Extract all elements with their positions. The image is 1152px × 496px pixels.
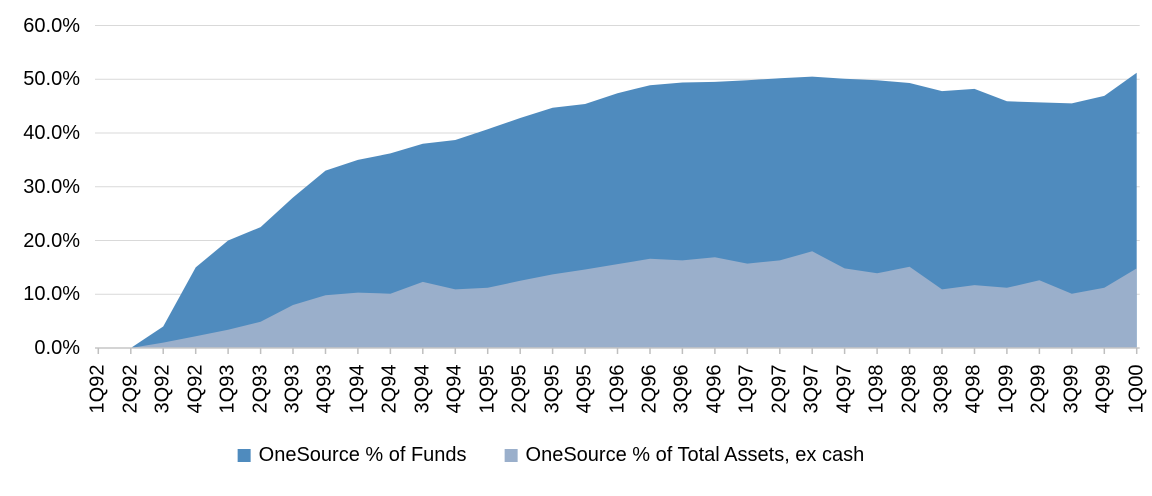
y-axis-label: 30.0%: [23, 175, 80, 198]
x-axis-label: 2Q96: [638, 364, 661, 414]
x-axis-label: 1Q95: [476, 364, 499, 414]
x-axis-label: 1Q98: [865, 364, 888, 414]
legend: OneSource % of Funds OneSource % of Tota…: [237, 443, 865, 467]
x-axis-label: 4Q93: [313, 364, 336, 414]
x-axis-label: 1Q93: [216, 364, 239, 414]
x-axis-label: 1Q99: [995, 364, 1018, 414]
y-axis-label: 40.0%: [23, 122, 80, 144]
x-axis-label: 4Q95: [573, 364, 596, 414]
x-axis-label: 2Q93: [249, 364, 272, 414]
x-axis-label: 3Q96: [670, 364, 693, 414]
x-axis-label: 3Q99: [1060, 364, 1083, 414]
plot-area: [95, 25, 1140, 354]
x-axis-label: 4Q96: [703, 364, 726, 414]
legend-swatch-funds-icon: [237, 448, 251, 462]
x-axis-label: 3Q98: [930, 364, 953, 414]
x-axis-label: 1Q00: [1125, 364, 1148, 414]
y-axis-label: 0.0%: [34, 337, 80, 359]
legend-swatch-assets-icon: [504, 448, 518, 462]
x-axis-label: 4Q99: [1092, 364, 1115, 414]
legend-label-assets: OneSource % of Total Assets, ex cash: [525, 444, 865, 466]
x-axis-label: 1Q97: [735, 364, 758, 414]
x-axis-label: 2Q97: [768, 364, 791, 414]
x-axis-label: 3Q95: [541, 364, 564, 414]
x-axis-label: 2Q94: [378, 364, 401, 414]
x-axis-label: 1Q94: [346, 364, 369, 414]
x-axis-label: 1Q96: [606, 364, 628, 414]
x-axis-label: 3Q97: [800, 364, 823, 414]
x-axis-label: 3Q92: [151, 364, 174, 414]
legend-item-assets: OneSource % of Total Assets, ex cash: [504, 443, 865, 467]
x-axis-label: 4Q94: [443, 364, 466, 414]
y-axis-label: 10.0%: [23, 283, 80, 306]
x-axis-label: 1Q92: [86, 364, 109, 414]
x-axis-label: 3Q93: [281, 364, 304, 414]
y-axis-label: 20.0%: [23, 229, 80, 252]
x-axis-label: 2Q92: [119, 364, 142, 414]
x-axis-label: 4Q97: [833, 364, 856, 414]
legend-item-funds: OneSource % of Funds: [237, 443, 467, 467]
y-axis-label: 60.0%: [23, 14, 80, 37]
legend-label-funds: OneSource % of Funds: [258, 444, 467, 466]
x-axis-label: 2Q99: [1027, 364, 1050, 414]
x-axis-label: 2Q98: [898, 364, 921, 414]
x-axis-label: 4Q92: [184, 364, 207, 414]
x-axis-label: 2Q95: [508, 364, 531, 414]
series-area-assets: [98, 251, 1137, 348]
x-axis-label: 4Q98: [962, 364, 985, 414]
x-axis-label: 3Q94: [411, 364, 434, 414]
y-axis-label: 50.0%: [23, 68, 80, 91]
